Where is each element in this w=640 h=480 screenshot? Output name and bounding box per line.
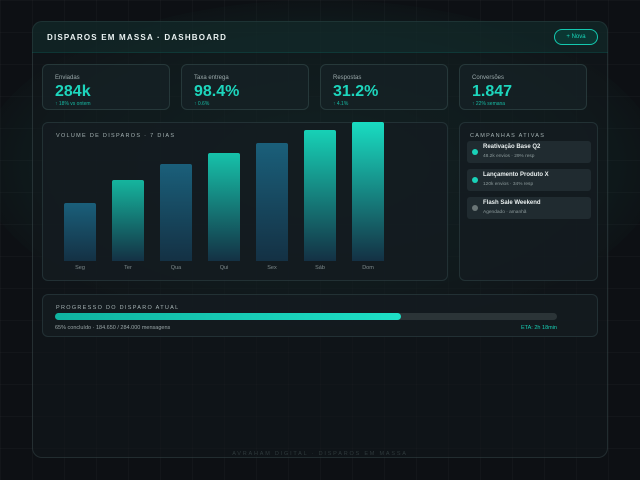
chart-bar bbox=[256, 143, 288, 261]
status-dot-icon bbox=[472, 205, 478, 211]
chart-tick-label: Sex bbox=[267, 265, 277, 271]
campaign-item[interactable]: Flash Sale Weekend Agendado · amanhã bbox=[467, 197, 591, 219]
chart-bar bbox=[64, 203, 96, 261]
campaign-name: Reativação Base Q2 bbox=[483, 144, 541, 150]
kpi-delta: ↑ 0.6% bbox=[194, 101, 210, 107]
chart-tick-label: Qui bbox=[219, 265, 229, 271]
page-title: DISPAROS EM MASSA · DASHBOARD bbox=[47, 33, 228, 42]
kpi-card-sent: Enviadas 284k ↑ 18% vs ontem bbox=[42, 64, 170, 110]
chart-bar bbox=[208, 153, 240, 261]
kpi-label: Enviadas bbox=[55, 75, 80, 81]
progress-info: 65% concluído · 184.650 / 284.000 mensag… bbox=[55, 325, 171, 331]
chart-title: VOLUME DE DISPAROS · 7 DIAS bbox=[56, 133, 176, 139]
volume-chart-panel: VOLUME DE DISPAROS · 7 DIAS bbox=[42, 122, 448, 281]
kpi-delta: ↑ 18% vs ontem bbox=[55, 101, 91, 107]
campaign-item[interactable]: Reativação Base Q2 48.2k envios · 29% re… bbox=[467, 141, 591, 163]
kpi-value: 1.847 bbox=[472, 83, 513, 100]
chart-tick-label: Dom bbox=[362, 265, 374, 271]
campaign-meta: 48.2k envios · 29% resp bbox=[483, 154, 535, 159]
campaign-name: Flash Sale Weekend bbox=[483, 200, 541, 206]
chart-bar bbox=[352, 122, 384, 261]
kpi-card-delivery-rate: Taxa entrega 98.4% ↑ 0.6% bbox=[181, 64, 309, 110]
kpi-card-responses: Respostas 31.2% ↑ 4.1% bbox=[320, 64, 448, 110]
status-dot-icon bbox=[472, 149, 478, 155]
campaigns-title: CAMPANHAS ATIVAS bbox=[470, 133, 546, 139]
chart-tick-label: Seg bbox=[75, 265, 85, 271]
progress-title: PROGRESSO DO DISPARO ATUAL bbox=[56, 305, 180, 311]
kpi-value: 98.4% bbox=[194, 83, 240, 100]
progress-bar bbox=[55, 313, 557, 320]
campaign-meta: Agendado · amanhã bbox=[483, 210, 527, 215]
kpi-label: Taxa entrega bbox=[194, 75, 229, 81]
chart-tick-label: Sáb bbox=[315, 265, 325, 271]
kpi-label: Conversões bbox=[472, 75, 505, 81]
chart-bar bbox=[304, 130, 336, 261]
footer-watermark: AVRAHAM DIGITAL · DISPAROS EM MASSA bbox=[232, 451, 408, 457]
chart-bar bbox=[112, 180, 144, 261]
chart-tick-label: Qua bbox=[170, 265, 182, 271]
kpi-delta: ↑ 4.1% bbox=[333, 101, 349, 107]
status-dot-icon bbox=[472, 177, 478, 183]
kpi-card-conversions: Conversões 1.847 ↑ 22% semana bbox=[459, 64, 587, 110]
campaign-name: Lançamento Produto X bbox=[483, 172, 549, 178]
chart-tick-label: Ter bbox=[124, 265, 132, 271]
campaign-item[interactable]: Lançamento Produto X 120k envios · 34% r… bbox=[467, 169, 591, 191]
kpi-delta: ↑ 22% semana bbox=[472, 101, 506, 107]
kpi-label: Respostas bbox=[333, 75, 362, 81]
kpi-value: 284k bbox=[55, 83, 91, 100]
progress-eta: ETA: 2h 18min bbox=[521, 325, 557, 331]
kpi-value: 31.2% bbox=[333, 83, 379, 100]
new-campaign-button[interactable]: + Nova bbox=[554, 29, 598, 45]
chart-bar bbox=[160, 164, 192, 261]
progress-bar-fill bbox=[55, 313, 402, 320]
dashboard-header: DISPAROS EM MASSA · DASHBOARD + Nova bbox=[32, 21, 608, 53]
campaign-meta: 120k envios · 34% resp bbox=[483, 182, 534, 187]
